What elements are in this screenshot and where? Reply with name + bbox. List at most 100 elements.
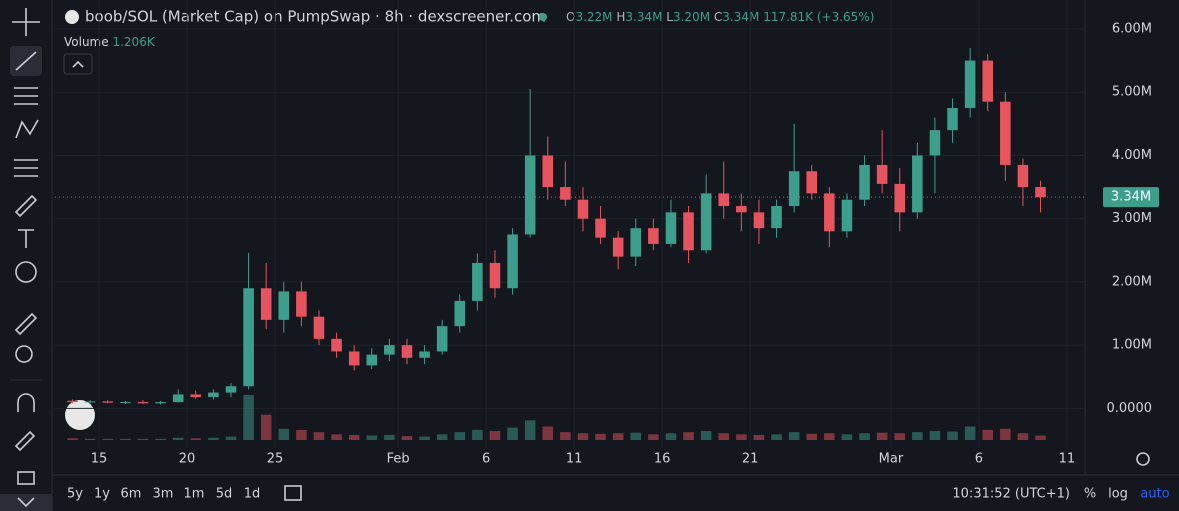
volume-bar [137,438,149,440]
volume-bar [542,426,554,440]
candle-body [489,262,501,289]
candle-body [1035,187,1046,198]
ohlc-label: L [666,10,673,24]
collapse-button[interactable] [0,494,52,511]
candle-body [472,262,483,301]
percent-toggle[interactable]: % [1084,487,1096,502]
volume-bar [296,429,307,440]
date-range-button[interactable] [284,485,302,501]
ohlc-value: 3.20M [673,10,710,24]
volume-bar [366,435,378,440]
x-tick-label: 15 [91,452,108,467]
candle-body [859,164,870,200]
fib-tool[interactable] [14,87,38,105]
candle-body [67,400,78,403]
trendline-tool[interactable] [15,51,37,71]
volume-bar [84,438,96,440]
range-button[interactable]: 3m [153,487,174,502]
candle-body [947,108,958,131]
price-label-box [1103,187,1159,208]
candle-body [190,394,202,397]
range-button[interactable]: 6m [121,487,142,502]
x-tick-label: Feb [387,452,410,467]
volume-bar [876,432,888,440]
tv-logo [65,400,95,430]
candle-body [841,199,853,232]
volume-bar [736,434,747,440]
candle-body [384,345,395,355]
volume-bar [612,433,624,440]
crosshair-tool[interactable] [12,8,40,36]
candle-body [243,288,254,387]
toolbar [0,0,53,511]
range-button[interactable]: 1m [184,487,205,502]
volume-bar [102,438,114,440]
candle-body [595,218,606,238]
chart-title: boob/SOL (Market Cap) on PumpSwap · 8h ·… [85,8,546,26]
candle-body [1017,164,1029,188]
x-tick-label: 6 [975,452,983,467]
lock-drawings-tool[interactable] [14,430,36,452]
x-tick-label: 20 [179,452,196,467]
volume-bar [278,428,290,440]
ruler-tool[interactable] [14,312,38,336]
y-tick-label: 2.00M [1112,274,1152,289]
volume-bar [577,433,589,440]
candle-body [1000,101,1011,165]
prediction-tool[interactable] [14,159,38,177]
auto-toggle[interactable]: auto [1140,487,1169,502]
volume-bar [929,431,941,440]
candle-body [296,291,307,317]
candle-body [348,351,360,366]
volume-bar [331,434,342,440]
candle-body [137,402,149,404]
ohlc-label: H [616,10,625,24]
candle-body [84,401,96,403]
emoji-tool[interactable] [15,261,37,283]
pattern-tool[interactable] [15,119,39,139]
settings-button[interactable] [1136,452,1150,466]
ohlc-label: C [714,10,722,24]
volume-bar [841,434,853,440]
candle-body [436,326,448,352]
candle-body [454,300,466,327]
volume-bar [313,432,325,440]
volume-bar [419,436,430,440]
volume-bar [753,434,765,440]
lock-tool[interactable] [17,471,35,485]
volume-bar [982,429,994,440]
clock: 10:31:52 (UTC+1) [952,487,1070,502]
volume-bar [472,429,483,440]
range-button[interactable]: 1d [244,487,261,502]
volume-bar [947,431,958,440]
volume-bar [243,395,254,440]
y-tick-label: 6.00M [1112,21,1152,36]
magnet-tool[interactable] [17,393,35,412]
text-tool[interactable] [18,229,34,248]
ohlc-legend: O3.22M H3.34M L3.20M C3.34M 117.81K (+3.… [566,10,874,24]
volume-bar [436,434,448,440]
volume-bar [507,427,518,440]
candle-body [612,237,624,257]
range-button[interactable]: 5y [67,487,83,502]
candle-body [753,212,765,229]
x-tick-label: 21 [742,452,759,467]
candle-body [366,354,378,366]
volume-bar [225,436,237,440]
collapse-legend-icon [72,60,84,68]
candle-body [278,291,290,320]
y-tick-label: 5.00M [1112,85,1152,100]
brush-tool[interactable] [14,194,38,218]
candle-body [208,392,219,397]
zoom-tool[interactable] [15,345,33,363]
log-toggle[interactable]: log [1108,487,1128,502]
volume-bar [560,432,571,440]
collapse-legend-button[interactable] [63,53,93,75]
volume-bar [788,432,800,440]
range-button[interactable]: 1y [94,487,110,502]
x-tick-label: 16 [654,452,671,467]
volume-bar [806,433,818,440]
range-button[interactable]: 5d [216,487,233,502]
